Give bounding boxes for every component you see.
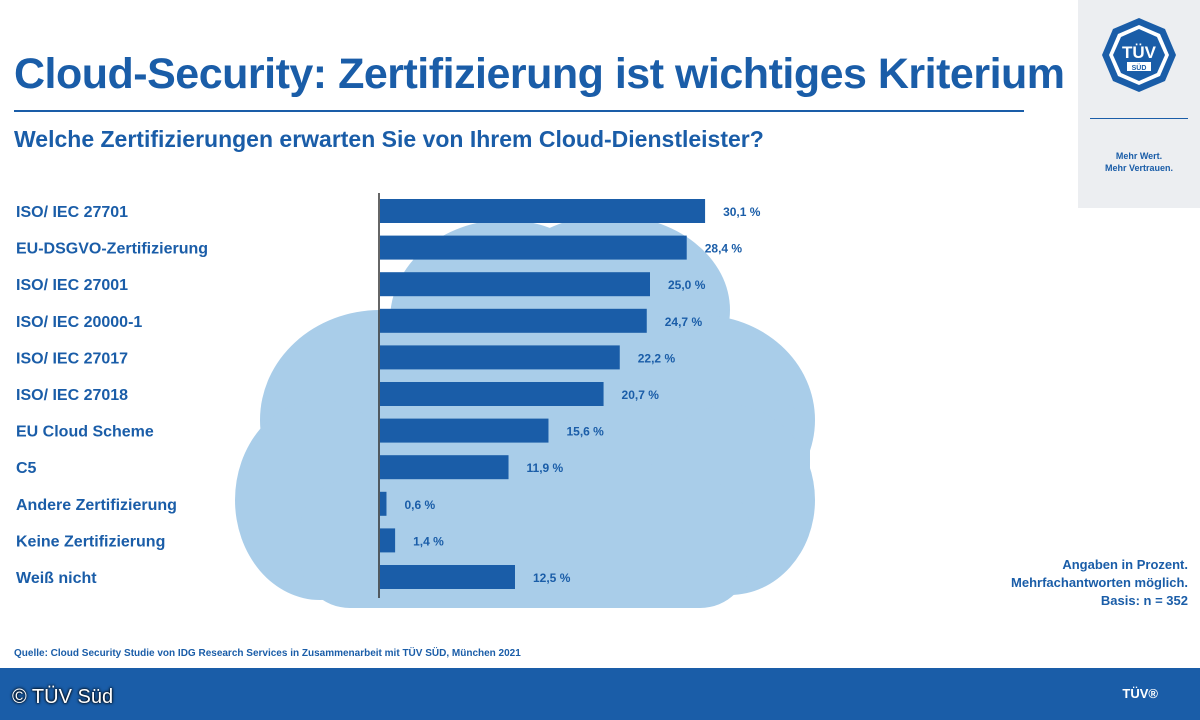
note-line-2: Mehrfachantworten möglich.	[1011, 575, 1188, 590]
chart-notes: Angaben in Prozent. Mehrfachantworten mö…	[1011, 556, 1188, 610]
bars-group: ISO/ IEC 27701 30,1 % EU-DSGVO-Zertifizier…	[16, 199, 761, 589]
value-label: 24,7 %	[665, 315, 703, 329]
value-label: 1,4 %	[413, 534, 444, 548]
value-label: 28,4 %	[705, 242, 743, 256]
logo-subtext: SÜD	[1132, 63, 1147, 72]
page-title: Cloud-Security: Zertifizierung ist wicht…	[14, 50, 1065, 98]
tuv-logo-icon: TÜV SÜD	[1102, 18, 1176, 92]
title-divider	[14, 110, 1024, 112]
copyright-overlay: © TÜV Süd	[12, 686, 114, 708]
footer-bar: TÜV®	[0, 668, 1200, 720]
logo-divider	[1090, 118, 1188, 119]
category-label: EU-DSGVO-Zertifizierung	[16, 241, 208, 258]
note-line-1: Angaben in Prozent.	[1062, 557, 1188, 572]
bar	[380, 235, 687, 260]
value-label: 20,7 %	[622, 388, 660, 402]
category-label: ISO/ IEC 27001	[16, 277, 128, 294]
category-label: Keine Zertifizierung	[16, 533, 165, 550]
value-label: 12,5 %	[533, 571, 571, 585]
bar	[380, 272, 650, 297]
category-label: Weiß nicht	[16, 570, 97, 587]
value-label: 22,2 %	[638, 351, 676, 365]
value-label: 30,1 %	[723, 205, 761, 219]
bar	[380, 382, 604, 406]
category-label: ISO/ IEC 20000-1	[16, 314, 142, 331]
value-label: 11,9 %	[527, 461, 564, 475]
category-label: C5	[16, 460, 37, 477]
category-label: ISO/ IEC 27701	[16, 204, 128, 221]
bar	[380, 345, 620, 370]
note-line-3: Basis: n = 352	[1100, 593, 1188, 608]
bar	[380, 455, 509, 480]
source-note: Quelle: Cloud Security Studie von IDG Re…	[14, 648, 521, 659]
footer-brand: TÜV®	[1122, 686, 1158, 701]
bar	[380, 565, 515, 589]
value-label: 25,0 %	[668, 278, 706, 292]
value-label: 15,6 %	[566, 425, 604, 439]
category-label: ISO/ IEC 27018	[16, 387, 128, 404]
bar	[380, 308, 647, 333]
bar	[380, 528, 396, 553]
logo-text: TÜV	[1122, 43, 1157, 62]
logo-tagline-2: Mehr Vertrauen.	[1104, 163, 1174, 173]
category-label: ISO/ IEC 27017	[16, 350, 128, 367]
logo-tagline: Mehr Wert. Mehr Vertrauen.	[1078, 150, 1200, 174]
bar	[380, 418, 549, 443]
logo-tagline-1: Mehr Wert.	[1115, 151, 1163, 161]
bar	[380, 491, 387, 516]
category-label: Andere Zertifizierung	[16, 497, 177, 514]
category-label: EU Cloud Scheme	[16, 424, 154, 441]
bar	[380, 199, 706, 223]
logo-panel: TÜV SÜD Mehr Wert. Mehr Vertrauen.	[1078, 0, 1200, 208]
value-label: 0,6 %	[404, 498, 435, 512]
page-subtitle: Welche Zertifizierungen erwarten Sie von…	[14, 126, 764, 152]
